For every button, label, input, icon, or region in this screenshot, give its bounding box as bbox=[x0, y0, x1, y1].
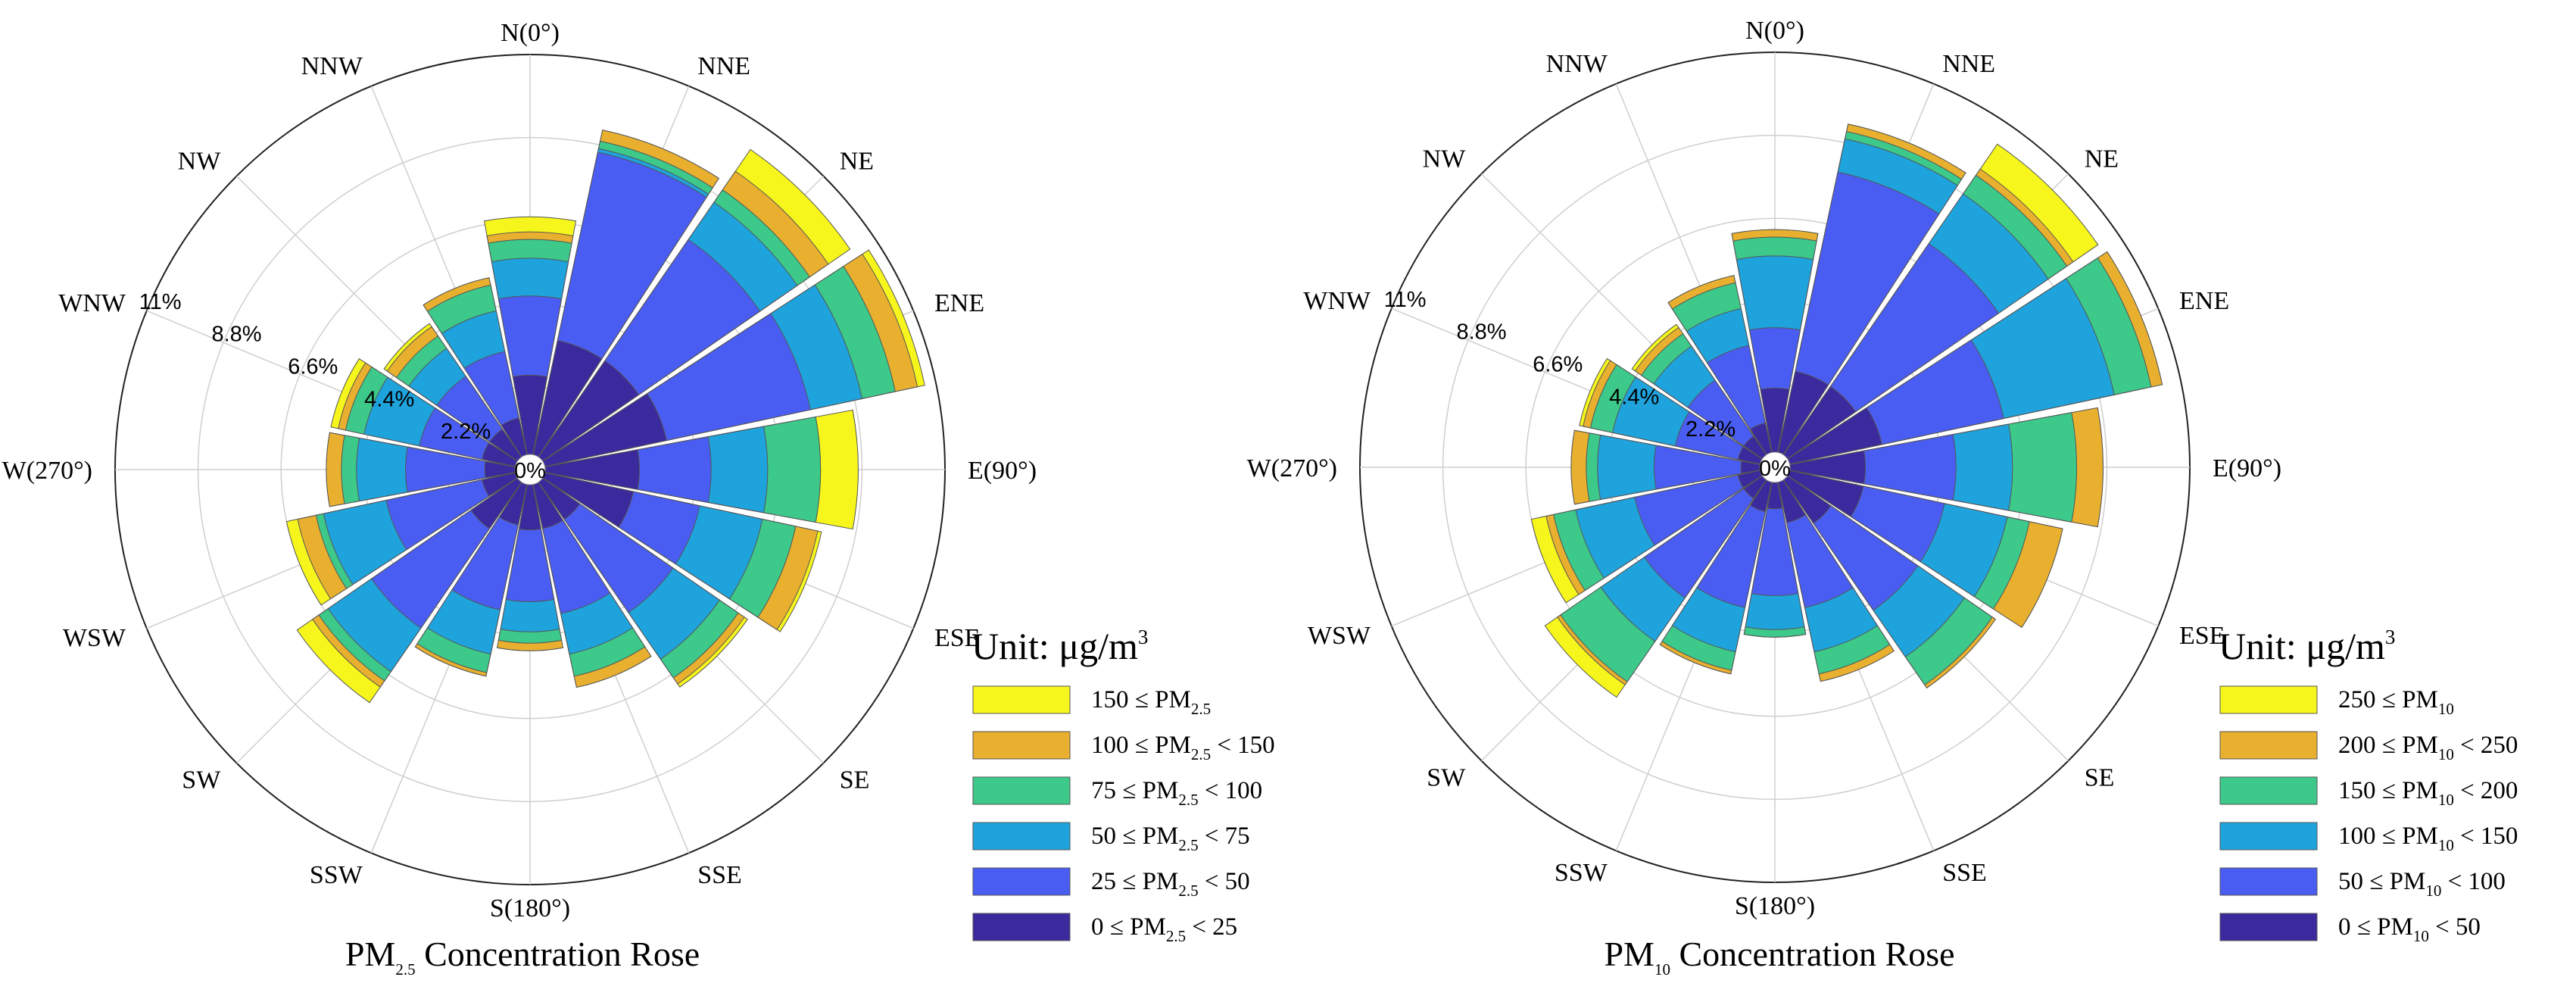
legend-swatch bbox=[2219, 913, 2318, 941]
direction-label-ssw: SSW bbox=[1555, 859, 1608, 887]
legend-entry: 50 ≤ PM10 < 100 bbox=[2338, 868, 2506, 900]
direction-label-sse: SSE bbox=[1942, 859, 1987, 887]
direction-label-sw: SW bbox=[1427, 764, 1466, 792]
chart-title: PM10 Concentration Rose bbox=[1604, 935, 1954, 979]
legend-swatch bbox=[972, 776, 1071, 805]
legend-swatch bbox=[972, 913, 1071, 941]
legend-title: Unit: μg/m3 bbox=[2219, 625, 2395, 667]
direction-label-nnw: NNW bbox=[301, 52, 363, 80]
direction-label-n: N(0°) bbox=[1745, 17, 1804, 45]
legend-entry: 100 ≤ PM10 < 150 bbox=[2338, 823, 2518, 854]
legend: Unit: μg/m3 250 ≤ PM10 200 ≤ PM10 < 250 150… bbox=[2219, 625, 2518, 945]
center-hole bbox=[514, 454, 546, 485]
direction-label-ne: NE bbox=[2085, 145, 2119, 173]
legend-swatch bbox=[2219, 867, 2318, 896]
legend-swatch bbox=[972, 867, 1071, 896]
ring-label: 2.2% bbox=[441, 420, 491, 444]
direction-label-nw: NW bbox=[178, 147, 222, 175]
direction-label-s: S(180°) bbox=[490, 894, 570, 922]
legend-entry: 25 ≤ PM2.5 < 50 bbox=[1091, 868, 1250, 900]
legend-entry: 100 ≤ PM2.5 < 150 bbox=[1091, 732, 1275, 763]
ring-label: 0% bbox=[514, 459, 546, 483]
direction-label-nne: NNE bbox=[697, 52, 750, 80]
direction-label-n: N(0°) bbox=[501, 19, 560, 47]
legend-entry: 0 ≤ PM2.5 < 25 bbox=[1091, 913, 1237, 945]
direction-label-e: E(90°) bbox=[2213, 454, 2281, 482]
direction-label-e: E(90°) bbox=[968, 457, 1037, 485]
direction-label-se: SE bbox=[2085, 764, 2115, 792]
legend-entry: 75 ≤ PM2.5 < 100 bbox=[1091, 777, 1262, 809]
direction-label-sw: SW bbox=[182, 766, 221, 794]
direction-label-ene: ENE bbox=[934, 289, 984, 317]
ring-label: 2.2% bbox=[1686, 417, 1736, 442]
pm25-rose-chart: 0% 2.2% 4.4% 6.6% 8.8% 11% N(0°) NNE NE ENE E(90°)… bbox=[2, 19, 1275, 979]
legend-swatch bbox=[972, 822, 1071, 851]
legend-title: Unit: μg/m3 bbox=[971, 625, 1148, 667]
legend-swatch bbox=[972, 731, 1071, 760]
rose-bars bbox=[285, 130, 925, 704]
legend-entry: 0 ≤ PM10 < 50 bbox=[2338, 913, 2481, 945]
direction-label-w: W(270°) bbox=[2, 457, 92, 485]
legend-entry: 200 ≤ PM10 < 250 bbox=[2338, 732, 2518, 763]
ring-label: 11% bbox=[1384, 288, 1427, 312]
direction-label-nnw: NNW bbox=[1546, 50, 1608, 78]
direction-label-nne: NNE bbox=[1942, 50, 1995, 78]
direction-label-se: SE bbox=[840, 766, 870, 794]
legend-swatch bbox=[2219, 685, 2318, 714]
direction-label-ese: ESE bbox=[934, 624, 980, 652]
ring-label: 8.8% bbox=[1456, 320, 1506, 345]
legend-entry: 150 ≤ PM10 < 200 bbox=[2338, 777, 2518, 809]
rose-bars bbox=[1530, 123, 2163, 698]
direction-label-w: W(270°) bbox=[1247, 454, 1337, 482]
direction-label-ene: ENE bbox=[2179, 287, 2229, 315]
direction-label-wsw: WSW bbox=[1308, 622, 1371, 650]
chart-title: PM2.5 Concentration Rose bbox=[345, 935, 700, 979]
direction-label-sse: SSE bbox=[697, 861, 742, 889]
pm10-rose-chart: 0% 2.2% 4.4% 6.6% 8.8% 11% N(0°) NNE NE ENE E(90°)… bbox=[1247, 17, 2518, 979]
ring-label: 0% bbox=[1759, 457, 1791, 481]
legend-swatch bbox=[2219, 776, 2318, 805]
ring-label: 11% bbox=[139, 290, 182, 314]
direction-label-ne: NE bbox=[840, 147, 874, 175]
legend-swatch bbox=[2219, 822, 2318, 851]
ring-label: 4.4% bbox=[1609, 385, 1659, 409]
legend-entry: 250 ≤ PM10 bbox=[2338, 686, 2454, 718]
legend-swatch bbox=[972, 685, 1071, 714]
direction-label-wnw: WNW bbox=[1303, 287, 1371, 315]
legend-entry: 50 ≤ PM2.5 < 75 bbox=[1091, 823, 1250, 854]
ring-label: 6.6% bbox=[288, 355, 338, 379]
direction-label-wnw: WNW bbox=[58, 289, 126, 317]
direction-label-nw: NW bbox=[1423, 145, 1467, 173]
legend-entry: 150 ≤ PM2.5 bbox=[1091, 686, 1211, 718]
legend: Unit: μg/m3 150 ≤ PM2.5 100 ≤ PM2.5 < 150 7… bbox=[971, 625, 1275, 945]
ring-label: 4.4% bbox=[364, 387, 414, 411]
direction-label-wsw: WSW bbox=[63, 624, 126, 652]
direction-label-ese: ESE bbox=[2179, 622, 2225, 650]
direction-label-ssw: SSW bbox=[310, 861, 363, 889]
legend-swatch bbox=[2219, 731, 2318, 760]
direction-label-s: S(180°) bbox=[1735, 892, 1815, 920]
ring-label: 8.8% bbox=[211, 323, 261, 347]
center-hole bbox=[1759, 451, 1791, 483]
ring-label: 6.6% bbox=[1533, 353, 1583, 377]
